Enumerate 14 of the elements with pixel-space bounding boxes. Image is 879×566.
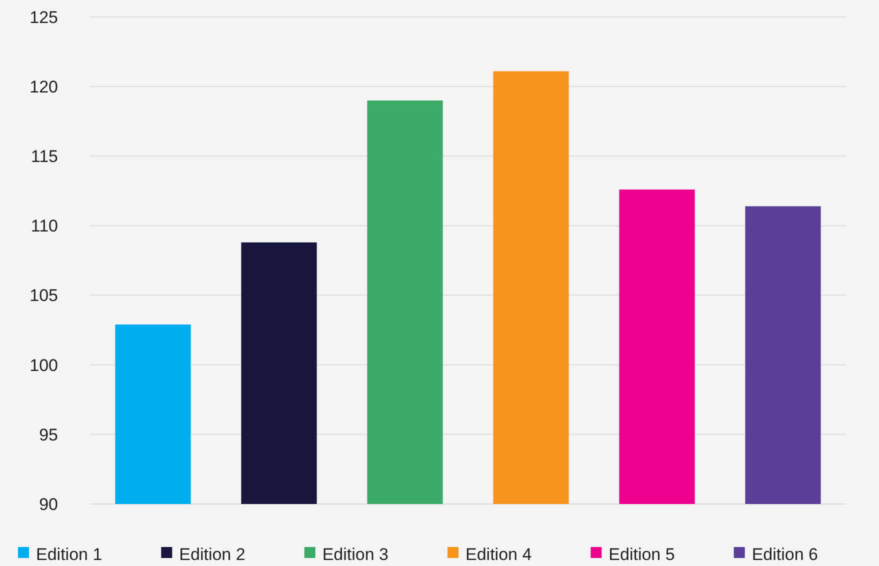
y-tick-label: 115 [30, 147, 58, 166]
y-tick-label: 90 [39, 494, 58, 514]
legend-label: Edition 4 [466, 544, 532, 564]
y-tick-label: 120 [30, 78, 58, 97]
y-tick-label: 95 [39, 425, 58, 444]
legend-label: Edition 6 [752, 544, 818, 564]
y-tick-label: 100 [30, 356, 58, 375]
y-tick-label: 110 [30, 216, 58, 236]
legend-label: Edition 3 [322, 544, 389, 564]
legend-label: Edition 2 [179, 544, 246, 564]
legend-label: Edition 1 [36, 544, 102, 564]
legend-label: Edition 5 [608, 544, 675, 564]
y-tick-label: 125 [30, 8, 58, 27]
y-tick-label: 105 [30, 286, 58, 306]
